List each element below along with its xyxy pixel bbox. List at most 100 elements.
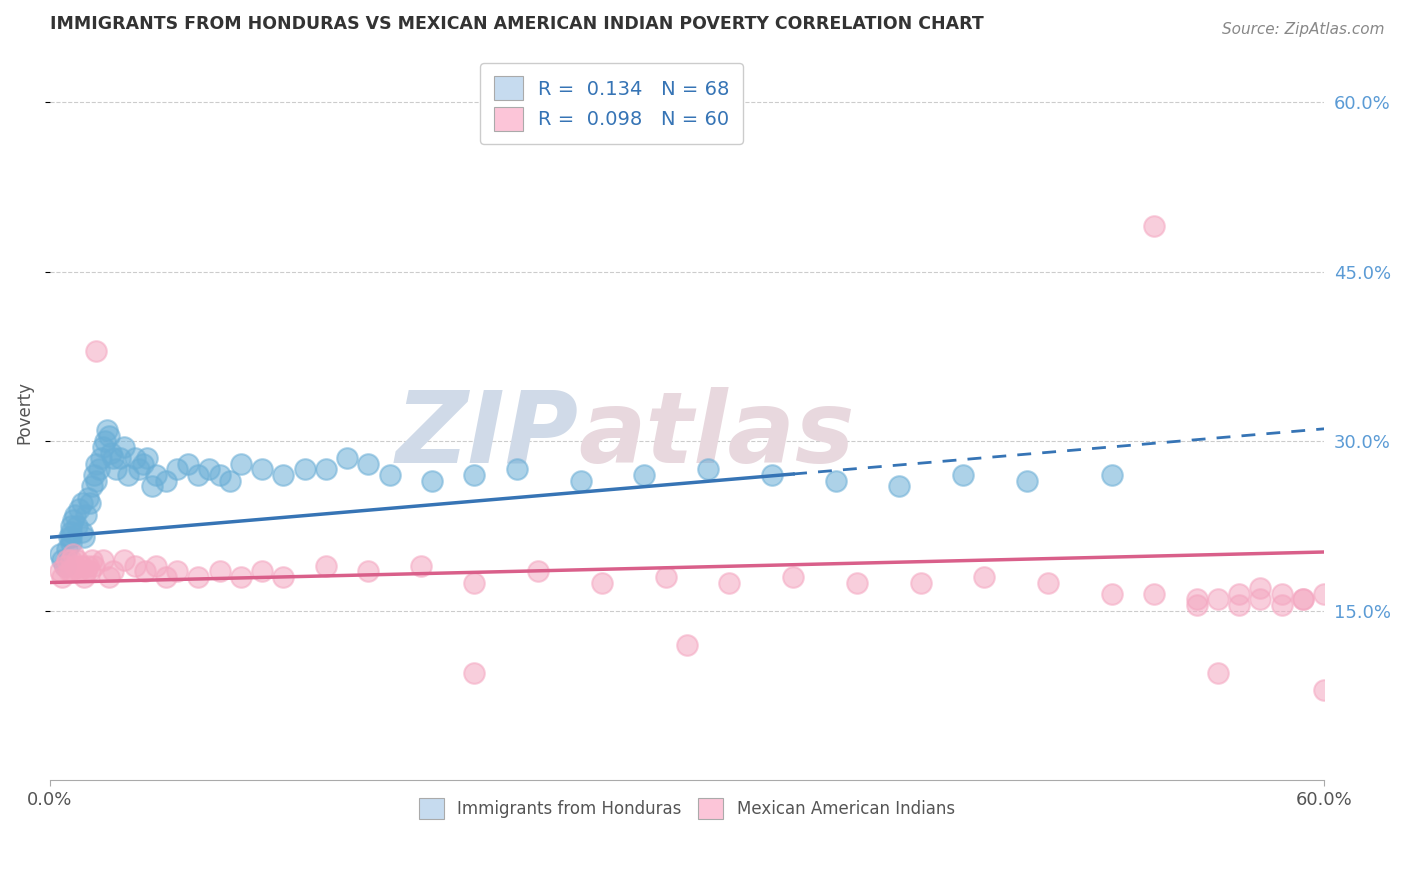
Point xyxy=(187,468,209,483)
Point xyxy=(91,553,114,567)
Point xyxy=(676,638,699,652)
Point xyxy=(1292,592,1315,607)
Point xyxy=(79,564,101,578)
Point xyxy=(250,564,273,578)
Point xyxy=(1292,592,1315,607)
Point xyxy=(1036,575,1059,590)
Point xyxy=(128,462,150,476)
Point xyxy=(53,558,76,573)
Point xyxy=(49,564,72,578)
Point xyxy=(1101,468,1123,483)
Point xyxy=(98,428,121,442)
Point xyxy=(845,575,868,590)
Point xyxy=(67,502,90,516)
Point xyxy=(273,468,295,483)
Point xyxy=(132,457,155,471)
Point xyxy=(59,553,82,567)
Y-axis label: Poverty: Poverty xyxy=(15,382,32,444)
Point xyxy=(166,462,188,476)
Point xyxy=(66,519,89,533)
Point xyxy=(219,474,242,488)
Point xyxy=(87,462,110,476)
Point xyxy=(177,457,200,471)
Point xyxy=(187,570,209,584)
Point xyxy=(166,564,188,578)
Point xyxy=(1227,587,1250,601)
Point xyxy=(910,575,932,590)
Point xyxy=(100,445,122,459)
Legend: Immigrants from Honduras, Mexican American Indians: Immigrants from Honduras, Mexican Americ… xyxy=(411,790,963,827)
Point xyxy=(62,513,84,527)
Point xyxy=(51,570,73,584)
Point xyxy=(824,474,846,488)
Point xyxy=(83,558,105,573)
Point xyxy=(463,468,485,483)
Point xyxy=(86,457,108,471)
Point xyxy=(75,508,97,522)
Point xyxy=(112,553,135,567)
Point xyxy=(463,665,485,680)
Point xyxy=(59,530,82,544)
Point xyxy=(378,468,401,483)
Point xyxy=(117,468,139,483)
Point xyxy=(250,462,273,476)
Point xyxy=(59,564,82,578)
Point xyxy=(62,547,84,561)
Point xyxy=(124,451,146,466)
Point xyxy=(59,536,82,550)
Point xyxy=(134,564,156,578)
Point xyxy=(51,553,73,567)
Point xyxy=(90,451,112,466)
Point xyxy=(952,468,974,483)
Point xyxy=(79,496,101,510)
Point xyxy=(569,474,592,488)
Point xyxy=(1143,219,1166,234)
Point xyxy=(208,468,231,483)
Point xyxy=(973,570,995,584)
Point xyxy=(70,496,93,510)
Point xyxy=(103,451,125,466)
Point xyxy=(155,474,177,488)
Point xyxy=(72,570,94,584)
Point xyxy=(654,570,676,584)
Point xyxy=(782,570,804,584)
Point xyxy=(55,541,77,556)
Text: atlas: atlas xyxy=(579,386,855,483)
Point xyxy=(506,462,529,476)
Point xyxy=(136,451,159,466)
Point xyxy=(55,553,77,567)
Point xyxy=(91,440,114,454)
Point xyxy=(77,558,100,573)
Point xyxy=(63,508,86,522)
Point xyxy=(1143,587,1166,601)
Point xyxy=(145,558,167,573)
Point xyxy=(591,575,613,590)
Point xyxy=(294,462,316,476)
Point xyxy=(59,519,82,533)
Point xyxy=(198,462,221,476)
Point xyxy=(75,564,97,578)
Point xyxy=(336,451,359,466)
Point xyxy=(83,468,105,483)
Point xyxy=(96,423,118,437)
Point xyxy=(420,474,443,488)
Point xyxy=(70,558,93,573)
Point xyxy=(66,553,89,567)
Point xyxy=(315,462,337,476)
Point xyxy=(229,570,252,584)
Point xyxy=(411,558,433,573)
Text: IMMIGRANTS FROM HONDURAS VS MEXICAN AMERICAN INDIAN POVERTY CORRELATION CHART: IMMIGRANTS FROM HONDURAS VS MEXICAN AMER… xyxy=(49,15,983,33)
Point xyxy=(104,462,127,476)
Point xyxy=(94,434,117,449)
Point xyxy=(58,564,80,578)
Point xyxy=(1101,587,1123,601)
Point xyxy=(67,564,90,578)
Point xyxy=(718,575,741,590)
Point xyxy=(124,558,146,573)
Point xyxy=(1249,581,1271,595)
Point xyxy=(208,564,231,578)
Point xyxy=(70,524,93,539)
Point xyxy=(112,440,135,454)
Point xyxy=(1206,665,1229,680)
Point xyxy=(108,451,131,466)
